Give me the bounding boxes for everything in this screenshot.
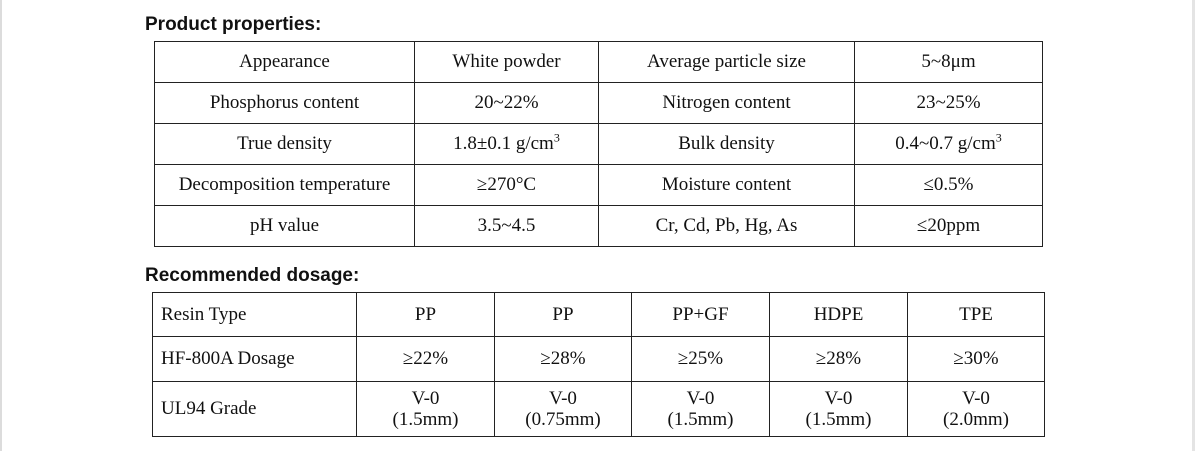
recommended-dosage-table: Resin Type PP PP PP+GF HDPE TPE HF-800A … [152,292,1045,437]
property-name: Nitrogen content [598,82,855,124]
table-row: True density 1.8±0.1 g/cm3 Bulk density … [154,123,1043,165]
grade-thickness: (1.5mm) [392,409,459,430]
row-label: UL94 Grade [152,381,357,437]
property-value: 5~8μm [854,41,1043,83]
grade-value: V-0 [411,388,440,409]
resin-type-cell: PP+GF [631,292,770,337]
recommended-dosage-heading: Recommended dosage: [145,265,360,286]
property-name: Average particle size [598,41,855,83]
grade-value: V-0 [549,388,577,409]
property-name: Bulk density [598,123,855,165]
property-value: 20~22% [414,82,599,124]
table-row: Phosphorus content 20~22% Nitrogen conte… [154,82,1043,124]
grade-value: V-0 [824,388,853,409]
property-value: 23~25% [854,82,1043,124]
dosage-cell: ≥25% [631,336,770,382]
table-row: Decomposition temperature ≥270°C Moistur… [154,164,1043,206]
table-row: Appearance White powder Average particle… [154,41,1043,83]
property-name: Cr, Cd, Pb, Hg, As [598,205,855,247]
grade-thickness: (1.5mm) [805,409,872,430]
table-row: UL94 Grade V-0 (1.5mm) V-0 (0.75mm) V-0 (1.… [152,381,1045,437]
unit-exponent: 3 [995,130,1002,145]
property-value: ≥270°C [414,164,599,206]
ul94-grade-cell: V-0 (0.75mm) [494,381,632,437]
page-left-edge [0,0,2,451]
property-name: Moisture content [598,164,855,206]
row-label: HF-800A Dosage [152,336,357,382]
dosage-cell: ≥22% [356,336,495,382]
property-name: Decomposition temperature [154,164,415,206]
property-value: 0.4~0.7 g/cm3 [854,123,1043,165]
dosage-cell: ≥30% [907,336,1045,382]
property-name: pH value [154,205,415,247]
bulk-density-value: 0.4~0.7 g/cm [895,133,996,154]
dosage-cell: ≥28% [494,336,632,382]
grade-thickness: (2.0mm) [943,409,1009,430]
product-properties-table: Appearance White powder Average particle… [154,41,1043,247]
grade-thickness: (1.5mm) [667,409,734,430]
grade-thickness: (0.75mm) [525,409,601,430]
property-value: 3.5~4.5 [414,205,599,247]
property-name: Appearance [154,41,415,83]
resin-type-cell: PP [494,292,632,337]
dosage-cell: ≥28% [769,336,908,382]
property-name: True density [154,123,415,165]
table-row: Resin Type PP PP PP+GF HDPE TPE [152,292,1045,337]
property-value: White powder [414,41,599,83]
table-row: pH value 3.5~4.5 Cr, Cd, Pb, Hg, As ≤20p… [154,205,1043,247]
grade-value: V-0 [686,388,715,409]
property-value: ≤0.5% [854,164,1043,206]
property-value: ≤20ppm [854,205,1043,247]
page-scrollbar-edge [1192,0,1195,451]
resin-type-cell: PP [356,292,495,337]
ul94-grade-cell: V-0 (1.5mm) [631,381,770,437]
resin-type-cell: HDPE [769,292,908,337]
table-row: HF-800A Dosage ≥22% ≥28% ≥25% ≥28% ≥30% [152,336,1045,382]
unit-exponent: 3 [553,130,560,145]
resin-type-cell: TPE [907,292,1045,337]
row-label: Resin Type [152,292,357,337]
property-value: 1.8±0.1 g/cm3 [414,123,599,165]
ul94-grade-cell: V-0 (1.5mm) [769,381,908,437]
ul94-grade-cell: V-0 (2.0mm) [907,381,1045,437]
product-properties-heading: Product properties: [145,14,322,35]
grade-value: V-0 [962,388,990,409]
property-name: Phosphorus content [154,82,415,124]
true-density-value: 1.8±0.1 g/cm [453,133,554,154]
ul94-grade-cell: V-0 (1.5mm) [356,381,495,437]
